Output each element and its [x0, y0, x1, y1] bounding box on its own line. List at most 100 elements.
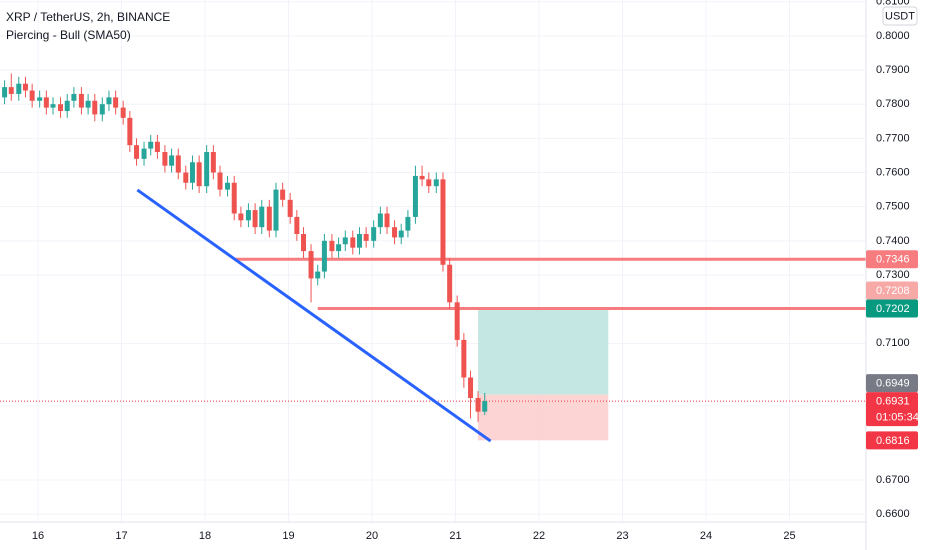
candle-body — [294, 216, 300, 235]
candle-body — [315, 271, 321, 279]
price-label: 0.6949 — [876, 377, 910, 389]
candle-body — [141, 148, 147, 159]
x-tick-label: 24 — [700, 530, 712, 542]
candle-body — [99, 104, 105, 115]
chart-subtitle: Piercing - Bull (SMA50) — [6, 28, 131, 42]
price-label-bg — [866, 281, 918, 300]
candle-body — [113, 97, 119, 108]
currency-button[interactable] — [882, 6, 918, 26]
candle-body — [468, 377, 474, 398]
grid — [0, 0, 866, 522]
y-tick-label: 0.7500 — [876, 201, 910, 213]
candle-body — [148, 141, 154, 149]
y-tick-label: 0.6700 — [876, 474, 910, 486]
price-label-bg — [866, 392, 918, 427]
candle-body — [162, 152, 168, 166]
candle-body — [154, 141, 160, 153]
candle-body — [64, 100, 70, 112]
y-tick-label: 0.7800 — [876, 98, 910, 110]
candle-body — [204, 152, 210, 187]
candle-body — [196, 162, 202, 187]
y-tick-label: 0.7300 — [876, 269, 910, 281]
candle-body — [2, 87, 8, 98]
candle-body — [342, 237, 348, 245]
candle-body — [350, 237, 356, 248]
chart-title: XRP / TetherUS, 2h, BINANCE — [6, 10, 170, 24]
candle-body — [412, 175, 418, 217]
candle-body — [217, 172, 223, 190]
candle-body — [8, 87, 14, 94]
candle-body — [433, 179, 439, 187]
price-label-bg — [866, 374, 918, 393]
price-labels: 0.7346 0.7208 0.7202 0.6949 0.6816 0.6931 01:0… — [866, 250, 919, 450]
candle-body — [419, 175, 425, 180]
price-label-bg — [866, 250, 918, 269]
candle-body — [127, 117, 133, 146]
trend-line — [136, 188, 492, 443]
candle-body — [120, 107, 126, 118]
candle-body — [189, 162, 195, 183]
x-tick-label: 19 — [282, 530, 294, 542]
candle-body — [210, 152, 216, 173]
candle-body — [301, 234, 307, 252]
candle-body — [482, 401, 488, 412]
candle-body — [245, 210, 251, 221]
candle-body — [475, 397, 481, 412]
candle-body — [225, 182, 231, 190]
y-tick-label: 0.7700 — [876, 132, 910, 144]
y-tick-label: 0.6600 — [876, 508, 910, 520]
candle-body — [134, 145, 140, 159]
y-tick-label: 0.7600 — [876, 166, 910, 178]
candle-body — [398, 230, 404, 238]
candle-body — [71, 93, 77, 101]
price-label-bg — [866, 299, 918, 318]
candle-body — [29, 90, 35, 101]
candle-body — [371, 227, 377, 241]
x-tick-label: 16 — [32, 530, 44, 542]
candle-body — [106, 97, 112, 105]
x-tick-label: 20 — [366, 530, 378, 542]
candle-body — [321, 240, 327, 272]
candle-body — [280, 189, 286, 200]
x-tick-label: 17 — [115, 530, 127, 542]
candle-body — [461, 339, 467, 378]
price-label: 0.7202 — [876, 303, 910, 315]
candle-body — [447, 264, 453, 303]
candle-body — [392, 227, 398, 238]
candle-body — [273, 189, 279, 231]
candle-body — [175, 155, 181, 173]
price-label: 0.6931 — [876, 395, 910, 407]
y-tick-label: 0.7100 — [876, 337, 910, 349]
candle-body — [363, 234, 369, 241]
y-tick-label: 0.8100 — [876, 0, 910, 8]
candle-body — [405, 216, 411, 231]
currency[interactable]: USDT — [885, 10, 915, 22]
profit-zone — [478, 308, 609, 395]
price-label-bg — [866, 431, 918, 450]
candle-body — [440, 179, 446, 265]
candle-body — [22, 83, 28, 91]
candle-body — [329, 240, 335, 252]
candle-body — [85, 100, 91, 108]
candle-body — [308, 251, 314, 279]
candle-body — [183, 172, 189, 183]
candle-body — [231, 182, 237, 214]
candle-body — [259, 206, 265, 228]
candle-body — [336, 244, 342, 252]
candle-body — [238, 213, 244, 221]
candle-body — [37, 97, 43, 101]
y-tick-label: 0.8000 — [876, 30, 910, 42]
plot — [0, 73, 866, 443]
loss-zone — [478, 394, 609, 441]
candle-body — [252, 210, 258, 228]
candle-body — [426, 179, 432, 187]
candle-body — [454, 302, 460, 340]
y-tick-label: 0.7400 — [876, 235, 910, 247]
price-label: 0.6816 — [876, 435, 910, 447]
candle-body — [92, 100, 98, 115]
candle-body — [169, 155, 175, 166]
countdown: 01:05:34 — [876, 411, 919, 423]
candle-body — [377, 213, 383, 228]
x-tick-label: 22 — [533, 530, 545, 542]
candle-body — [43, 97, 49, 108]
